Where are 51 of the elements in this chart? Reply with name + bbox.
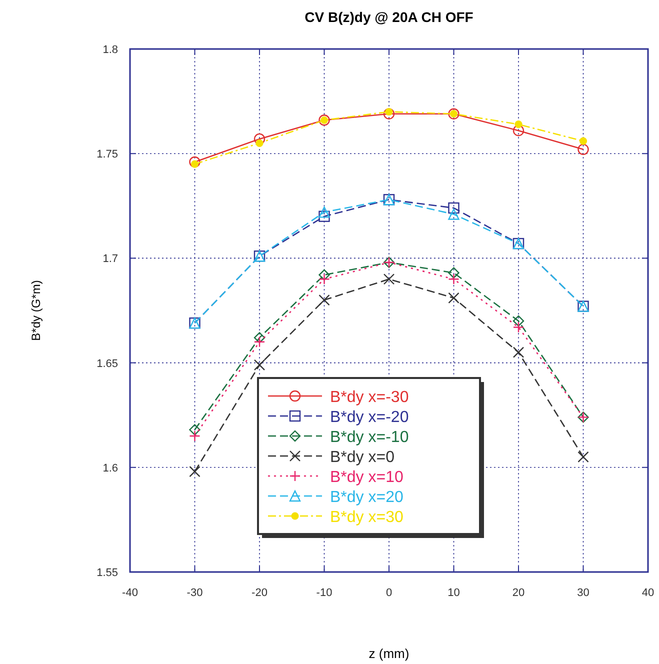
legend-label: B*dy x=-30	[330, 389, 409, 406]
chart-title: CV B(z)dy @ 20A CH OFF	[304, 9, 474, 25]
x-tick-label: -10	[316, 587, 332, 599]
y-tick-label: 1.55	[96, 567, 118, 579]
point	[254, 133, 266, 145]
point	[512, 124, 524, 136]
point	[578, 451, 589, 463]
point	[514, 120, 522, 128]
point	[448, 267, 460, 278]
legend-label: B*dy x=10	[330, 469, 404, 486]
x-tick-label: 0	[386, 587, 392, 599]
x-tick-label: -20	[252, 587, 268, 599]
point	[383, 274, 395, 285]
y-tick-label: 1.65	[96, 358, 118, 370]
legend-label: B*dy x=-10	[330, 429, 409, 446]
y-tick-label: 1.7	[102, 253, 118, 266]
point	[448, 274, 460, 285]
legend-label: B*dy x=-20	[330, 409, 409, 426]
x-tick-label: 40	[642, 587, 654, 599]
point	[256, 139, 264, 147]
point	[254, 359, 266, 370]
point	[189, 424, 200, 436]
point	[512, 315, 524, 327]
point	[318, 269, 330, 281]
point	[512, 346, 524, 358]
point	[385, 108, 393, 116]
point	[448, 292, 460, 304]
point	[189, 430, 200, 442]
point	[254, 332, 266, 344]
point	[318, 274, 330, 285]
point	[254, 336, 266, 348]
point	[383, 108, 395, 120]
x-tick-label: 20	[512, 587, 525, 599]
point	[189, 156, 200, 168]
x-tick-label: 10	[448, 587, 460, 599]
point	[512, 322, 524, 333]
x-tick-label: 30	[577, 587, 590, 599]
point	[578, 144, 589, 156]
y-tick-label: 1.75	[96, 148, 118, 161]
x-tick-label: -40	[122, 587, 138, 599]
y-tick-label: 1.8	[102, 44, 118, 56]
y-axis-title: B*dy (G*m)	[29, 280, 43, 341]
point	[318, 294, 330, 306]
legend-label: B*dy x=0	[330, 449, 395, 466]
legend-label: B*dy x=30	[330, 509, 404, 526]
y-tick-label: 1.6	[102, 462, 118, 474]
x-tick-label: -30	[186, 587, 203, 599]
legend-label: B*dy x=20	[330, 489, 404, 506]
point	[189, 466, 200, 478]
point	[579, 137, 588, 145]
x-axis-title: z (mm)	[368, 646, 410, 661]
